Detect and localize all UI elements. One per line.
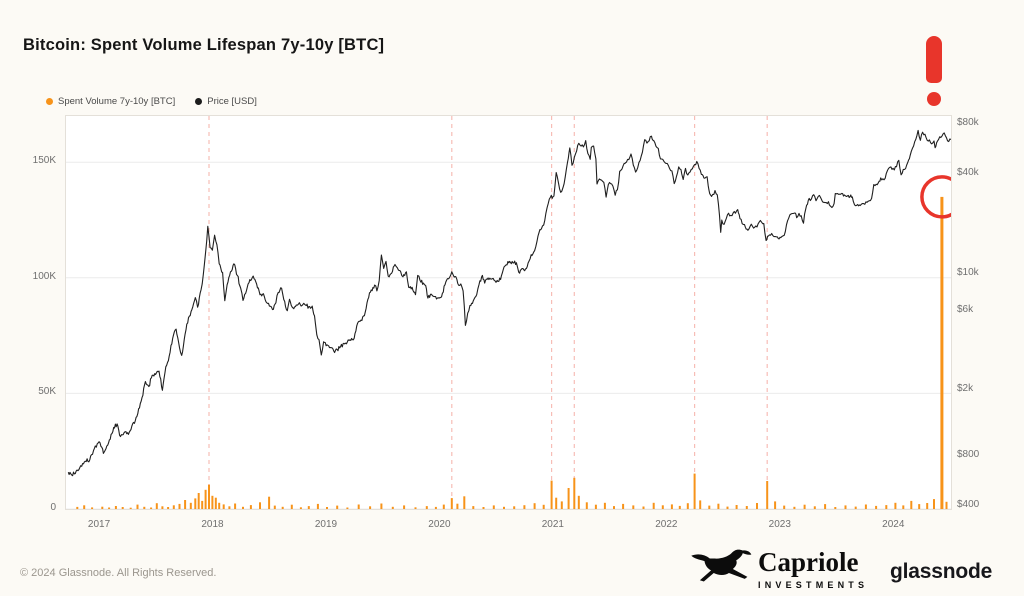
glassnode-wordmark: glassnode <box>890 560 993 583</box>
highlight-circle <box>920 175 951 219</box>
y-right-tick-label: $2k <box>957 382 974 394</box>
copyright-text: © 2024 Glassnode. All Rights Reserved. <box>20 567 217 579</box>
y-right-tick-label: $80k <box>957 116 979 128</box>
y-right-tick-label: $400 <box>957 499 980 511</box>
y-right-tick-label: $6k <box>957 303 974 315</box>
y-left-tick-label: 100K <box>32 270 56 282</box>
x-tick-label: 2020 <box>428 519 451 530</box>
x-tick-label: 2021 <box>541 519 564 530</box>
x-tick-label: 2017 <box>87 519 111 530</box>
y-left-tick-label: 150K <box>32 155 56 167</box>
legend-label: Price [USD] <box>207 96 257 107</box>
y-right-tick-label: $800 <box>957 449 980 461</box>
capriole-horse-logo <box>691 549 752 582</box>
legend-item-spent-volume: Spent Volume 7y-10y [BTC] <box>46 96 175 107</box>
y-right-tick-label: $10k <box>957 266 979 278</box>
x-tick-label: 2019 <box>314 519 338 530</box>
volume-bars <box>76 196 948 509</box>
y-left-tick-label: 0 <box>50 502 56 513</box>
event-lines <box>208 116 768 509</box>
chart-svg <box>66 116 951 509</box>
capriole-subtitle: INVESTMENTS <box>758 580 869 590</box>
y-left-tick-label: 50K <box>38 386 56 398</box>
legend-swatch <box>46 98 53 105</box>
legend-label: Spent Volume 7y-10y [BTC] <box>58 96 176 107</box>
y-right-tick-label: $40k <box>957 166 979 178</box>
capriole-name: Capriole <box>758 547 859 577</box>
price-line <box>67 129 951 477</box>
x-tick-label: 2023 <box>768 519 791 530</box>
plot-area <box>65 115 952 510</box>
alert-exclamation-dot <box>927 92 941 106</box>
alert-exclamation-icon <box>923 36 945 108</box>
legend: Spent Volume 7y-10y [BTC] Price [USD] <box>46 96 257 107</box>
legend-item-price: Price [USD] <box>195 96 257 107</box>
x-tick-label: 2018 <box>201 519 224 530</box>
x-tick-label: 2022 <box>655 519 678 530</box>
capriole-wordmark: Capriole INVESTMENTS <box>758 547 869 591</box>
x-tick-label: 2024 <box>882 519 905 530</box>
gridlines <box>66 161 951 509</box>
page-title: Bitcoin: Spent Volume Lifespan 7y-10y [B… <box>23 36 385 54</box>
legend-swatch <box>195 98 203 105</box>
alert-exclamation-bar <box>926 36 942 83</box>
